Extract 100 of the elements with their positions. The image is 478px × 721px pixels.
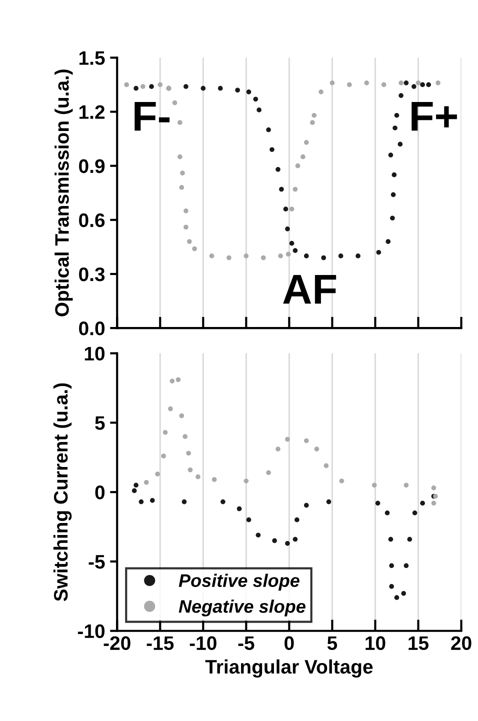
point (256, 108, 262, 112)
point (407, 536, 412, 542)
point (161, 454, 166, 458)
annotation: F+ (412, 102, 457, 131)
point (235, 88, 240, 93)
point (285, 541, 290, 546)
point (192, 246, 197, 252)
point (304, 254, 309, 258)
point (279, 186, 284, 192)
point (326, 499, 332, 504)
point (389, 563, 394, 568)
point (196, 474, 200, 480)
point (285, 436, 290, 442)
y-axis-title: Optical Transmission (u.a.) (54, 70, 73, 316)
y-tick-label: 10 (84, 346, 105, 361)
annotation: F- (134, 102, 170, 131)
point (314, 446, 320, 452)
point (162, 430, 168, 435)
point (292, 248, 298, 253)
point (246, 90, 252, 94)
point (416, 80, 421, 86)
point (394, 595, 400, 600)
point (390, 216, 395, 221)
point (186, 450, 191, 456)
point (182, 499, 187, 504)
y-tick-label: -10 (78, 624, 105, 638)
point (184, 84, 188, 89)
point (256, 532, 261, 538)
point (283, 206, 288, 212)
point (398, 80, 404, 86)
point (272, 538, 277, 544)
point (381, 82, 386, 88)
point (150, 498, 155, 503)
point (356, 254, 360, 258)
point (431, 500, 436, 506)
point (168, 406, 173, 412)
point (310, 120, 315, 125)
point (212, 477, 217, 482)
point (178, 120, 182, 125)
point (184, 208, 188, 214)
point (386, 239, 391, 244)
point (420, 82, 425, 88)
point (289, 206, 294, 212)
point (364, 80, 370, 86)
point (401, 590, 406, 596)
point (220, 499, 226, 504)
point (294, 517, 300, 522)
point (179, 413, 184, 418)
point (394, 112, 400, 118)
point (266, 127, 271, 132)
y-tick-label: 0 (95, 486, 105, 500)
point (398, 142, 403, 147)
point (244, 254, 249, 258)
x-tick-label: -15 (146, 636, 174, 650)
point (236, 506, 242, 512)
point (388, 152, 394, 158)
x-tick-label: 20 (451, 636, 472, 650)
point (285, 226, 290, 232)
point (179, 185, 184, 190)
x-tick-label: 0 (284, 636, 294, 650)
legend-label: Negative slope (178, 600, 306, 616)
point (324, 463, 329, 468)
point (420, 500, 425, 506)
legend-label: Positive slope (178, 574, 300, 591)
point (312, 112, 317, 118)
point (412, 510, 418, 516)
point (372, 482, 377, 488)
point (155, 472, 160, 476)
point (184, 224, 188, 230)
y-tick-label: -5 (88, 555, 105, 569)
point (347, 82, 352, 88)
point (304, 140, 309, 145)
point (140, 84, 146, 89)
point (436, 80, 440, 86)
point (389, 584, 394, 589)
point (124, 82, 129, 88)
point (180, 170, 185, 176)
x-tick-label: -10 (190, 636, 216, 650)
point (404, 80, 409, 86)
point (292, 536, 298, 542)
point (388, 536, 394, 542)
y-tick-label: 1.5 (80, 51, 105, 65)
point (412, 84, 416, 89)
point (304, 438, 309, 444)
point (318, 90, 324, 94)
point (276, 167, 280, 172)
point (286, 252, 291, 257)
point (134, 482, 138, 488)
point (138, 499, 144, 504)
point (182, 434, 188, 439)
point (339, 478, 344, 484)
annotation: AF (283, 275, 336, 304)
point (144, 480, 149, 485)
point (404, 563, 409, 568)
point (304, 502, 309, 508)
x-tick-label: 15 (408, 636, 429, 650)
point (260, 255, 266, 260)
point (321, 255, 326, 260)
point (246, 517, 252, 522)
point (218, 86, 223, 91)
